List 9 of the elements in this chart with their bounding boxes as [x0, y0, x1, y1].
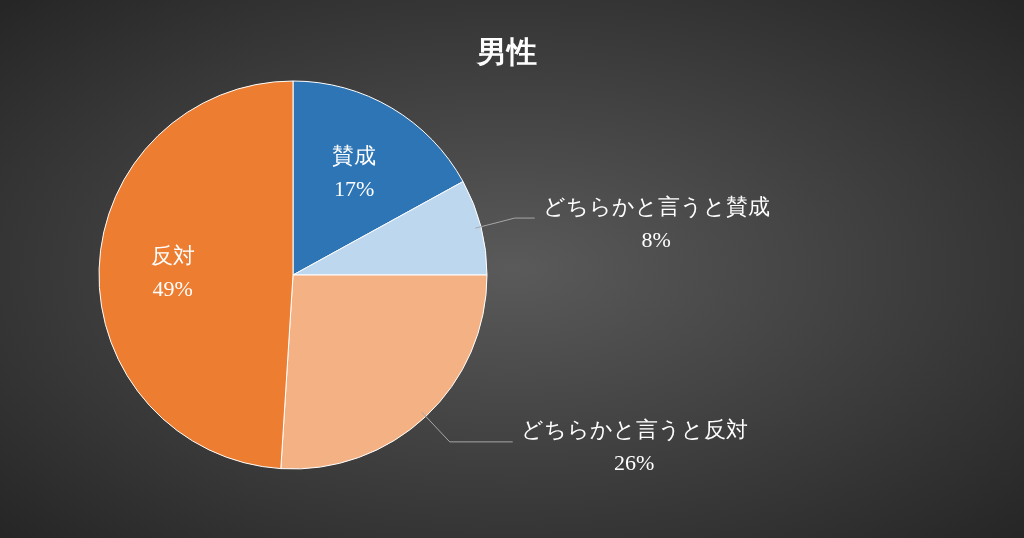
data-label: 17%	[334, 175, 375, 201]
slice-label: どちらかと言うと反対	[520, 417, 748, 443]
data-label: 8%	[641, 226, 671, 252]
data-label: 49%	[152, 275, 193, 301]
data-label: 26%	[614, 450, 655, 476]
slice-label: 賛成	[332, 142, 377, 168]
slice-label: どちらかと言うと賛成	[542, 193, 770, 219]
slice-label: 反対	[150, 242, 195, 268]
chart-title: 男性	[476, 34, 537, 69]
